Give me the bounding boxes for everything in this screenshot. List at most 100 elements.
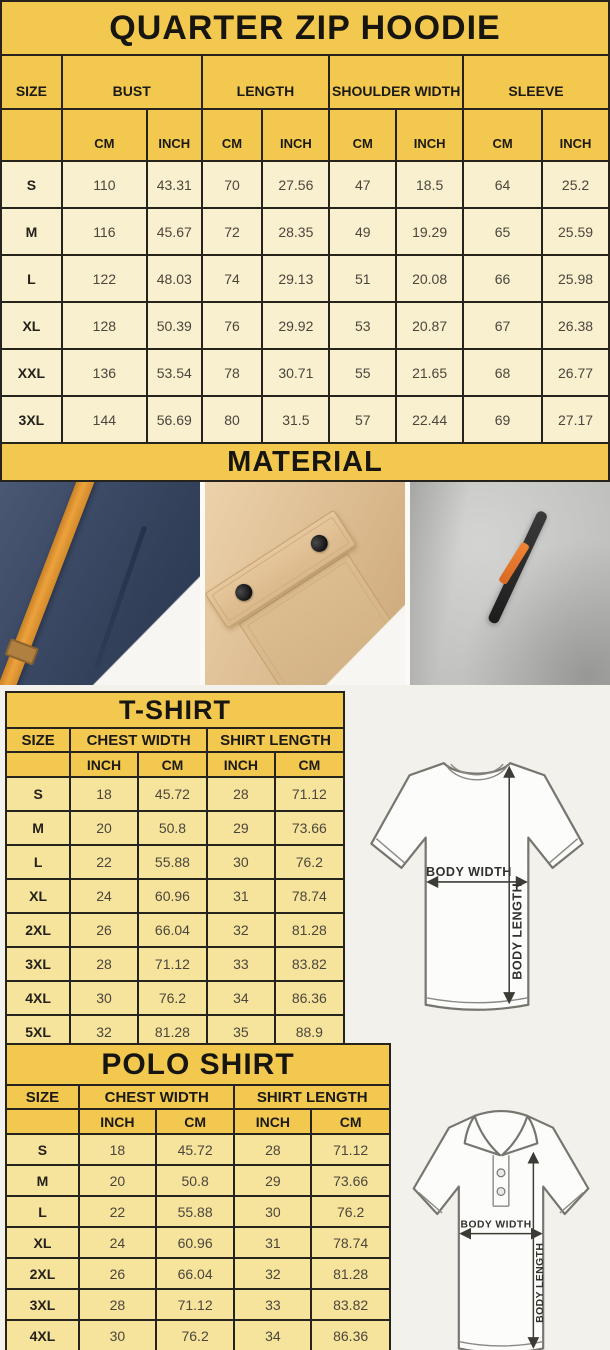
hoodie-unit-cm: CM — [328, 108, 398, 162]
size-label: XL — [0, 301, 63, 350]
cell: 19.29 — [395, 207, 465, 256]
cell: 76.2 — [273, 844, 346, 880]
polo-unit-blank — [5, 1108, 80, 1135]
cell: 71.12 — [273, 776, 346, 812]
body-length-label: BODY LENGTH — [535, 1243, 546, 1323]
cell: 65 — [462, 207, 544, 256]
cell: 33 — [206, 946, 276, 982]
polo-button — [496, 1186, 506, 1196]
tshirt-row-3xl: 3XL 28 71.12 33 83.82 — [4, 946, 346, 982]
hoodie-unit-inch: INCH — [261, 108, 331, 162]
cell: 33 — [233, 1288, 313, 1321]
cell: 71.12 — [154, 1288, 236, 1321]
hoodie-col-shoulder-width: SHOULDER WIDTH — [328, 54, 465, 110]
cell: 66.04 — [136, 912, 209, 948]
material-photo-khaki-pocket — [205, 482, 405, 685]
hoodie-unit-cm: CM — [462, 108, 544, 162]
hoodie-col-size: SIZE — [0, 54, 63, 110]
cell: 73.66 — [310, 1164, 391, 1197]
size-label: 3XL — [0, 395, 63, 444]
polo-unit-inch: INCH — [77, 1108, 157, 1135]
cell: 110 — [60, 160, 148, 209]
hoodie-unit-inch: INCH — [541, 108, 610, 162]
snap-button-shape — [307, 531, 332, 556]
tshirt-section: T-SHIRT SIZE CHEST WIDTH SHIRT LENGTH IN… — [0, 691, 610, 1050]
size-label: XL — [4, 878, 72, 914]
polo-unit-cm: CM — [154, 1108, 236, 1135]
cell: 25.98 — [541, 254, 610, 303]
hoodie-row-l: L 122 48.03 74 29.13 51 20.08 66 25.98 — [0, 254, 610, 303]
polo-section: POLO SHIRT SIZE CHEST WIDTH SHIRT LENGTH… — [0, 1043, 610, 1350]
size-label: 4XL — [4, 980, 72, 1016]
cell: 29.13 — [261, 254, 331, 303]
tshirt-unit-blank — [4, 751, 72, 778]
tshirt-col-shirt-length: SHIRT LENGTH — [206, 727, 345, 753]
cell: 25.59 — [541, 207, 610, 256]
cell: 26 — [69, 912, 139, 948]
hoodie-col-sleeve: SLEEVE — [462, 54, 610, 110]
tshirt-unit-cm: CM — [136, 751, 209, 778]
material-heading-band: MATERIAL — [0, 444, 610, 482]
cell: 83.82 — [310, 1288, 391, 1321]
cell: 72 — [200, 207, 264, 256]
cell: 73.66 — [273, 810, 346, 846]
snap-button-shape — [232, 580, 256, 605]
cell: 60.96 — [136, 878, 209, 914]
cell: 69 — [462, 395, 544, 444]
pocket-group — [205, 482, 405, 685]
hoodie-unit-inch: INCH — [145, 108, 203, 162]
cell: 74 — [200, 254, 264, 303]
size-label: L — [4, 844, 72, 880]
pocket-slit-shape — [93, 525, 148, 669]
orange-drawstring-shape — [0, 482, 103, 685]
size-label: 2XL — [4, 912, 72, 948]
cell: 81.28 — [273, 912, 346, 948]
cell: 28 — [69, 946, 139, 982]
cell: 78.74 — [310, 1226, 391, 1259]
cell: 30 — [77, 1319, 157, 1350]
cell: 27.56 — [261, 160, 331, 209]
size-label: XXL — [0, 348, 63, 397]
hoodie-unit-cm: CM — [60, 108, 148, 162]
cell: 144 — [60, 395, 148, 444]
cell: 51 — [328, 254, 398, 303]
cell: 76 — [200, 301, 264, 350]
cell: 136 — [60, 348, 148, 397]
tshirt-col-size: SIZE — [4, 727, 72, 753]
cell: 24 — [77, 1226, 157, 1259]
cell: 18 — [77, 1133, 157, 1166]
cell: 28 — [206, 776, 276, 812]
cell: 18 — [69, 776, 139, 812]
cell: 29 — [206, 810, 276, 846]
cell: 29.92 — [261, 301, 331, 350]
cell: 20 — [77, 1164, 157, 1197]
cell: 31.5 — [261, 395, 331, 444]
cell: 66.04 — [154, 1257, 236, 1290]
tshirt-unit-cm: CM — [273, 751, 346, 778]
cell: 18.5 — [395, 160, 465, 209]
cell: 67 — [462, 301, 544, 350]
cell: 53.54 — [145, 348, 203, 397]
cell: 76.2 — [136, 980, 209, 1016]
cell: 122 — [60, 254, 148, 303]
polo-row-4xl: 4XL 30 76.2 34 86.36 — [5, 1319, 391, 1350]
polo-size-table: POLO SHIRT SIZE CHEST WIDTH SHIRT LENGTH… — [5, 1043, 391, 1350]
cell: 71.12 — [310, 1133, 391, 1166]
hoodie-row-s: S 110 43.31 70 27.56 47 18.5 64 25.2 — [0, 160, 610, 209]
body-width-label: BODY WIDTH — [426, 865, 512, 879]
cell: 78.74 — [273, 878, 346, 914]
tshirt-col-chest-width: CHEST WIDTH — [69, 727, 209, 753]
polo-row-l: L 22 55.88 30 76.2 — [5, 1195, 391, 1228]
hoodie-title: QUARTER ZIP HOODIE — [0, 0, 610, 56]
polo-row-s: S 18 45.72 28 71.12 — [5, 1133, 391, 1166]
cell: 48.03 — [145, 254, 203, 303]
cell: 20.08 — [395, 254, 465, 303]
hoodie-row-3xl: 3XL 144 56.69 80 31.5 57 22.44 69 27.17 — [0, 395, 610, 444]
cell: 32 — [206, 912, 276, 948]
body-width-label: BODY WIDTH — [461, 1220, 532, 1231]
tshirt-row-l: L 22 55.88 30 76.2 — [4, 844, 346, 880]
cell: 50.39 — [145, 301, 203, 350]
cell: 116 — [60, 207, 148, 256]
cell: 31 — [206, 878, 276, 914]
